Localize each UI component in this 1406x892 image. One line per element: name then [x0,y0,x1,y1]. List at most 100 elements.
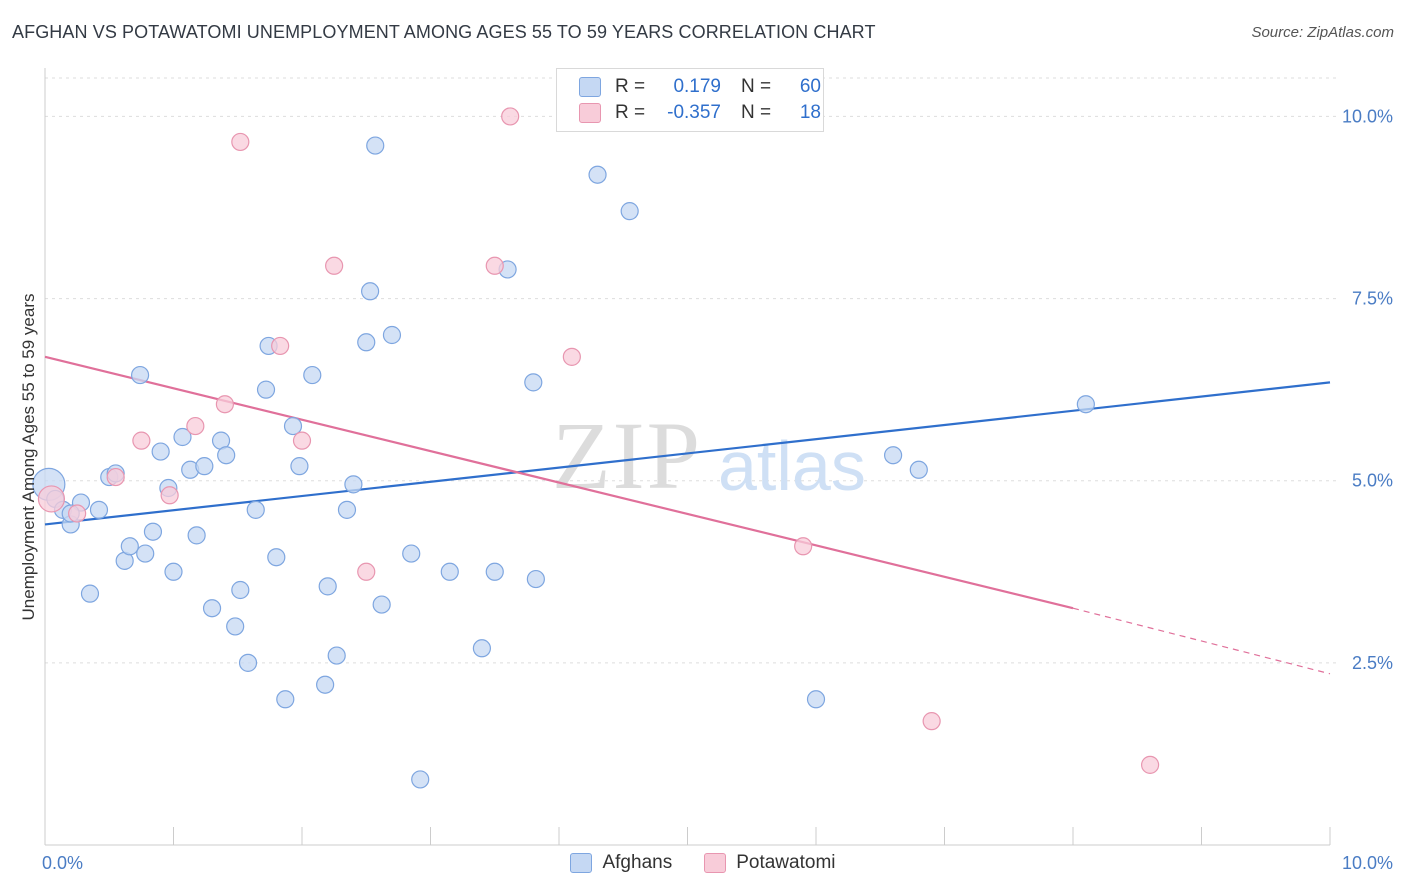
afghan-point-24 [226,617,245,636]
afghan-point-32 [283,416,303,436]
afghan-point-55 [806,690,826,709]
potawatomi-point-11 [485,256,504,275]
potawatomi-point-3 [132,431,151,450]
afghan-point-52 [526,569,545,589]
y-tick-label-0: 2.5% [1352,653,1393,673]
r-label: R = [615,102,646,123]
afghan-point-57 [909,460,928,479]
potawatomi-point-12 [501,107,520,126]
potawatomi-point-6 [215,395,234,414]
n-value: 18 [799,102,821,123]
afghan-point-6 [89,500,109,519]
afghan-point-56 [883,446,903,465]
afghan-point-28 [256,380,276,399]
y-tick-labels: 2.5% 5.0% 7.5% 10.0% [1342,106,1393,672]
afghan-point-11 [130,365,150,385]
afghan-point-27 [246,500,265,519]
potawatomi-point-13 [231,132,250,152]
afghan-point-36 [318,577,337,596]
r-value: 0.179 [673,76,721,97]
afghan-point-26 [238,653,258,672]
afghan-point-37 [327,646,346,665]
afghan-point-33 [290,457,309,476]
n-value: 60 [799,76,821,97]
afghan-point-58 [1076,395,1095,414]
potawatomi-legend-label: Potawatomi [736,852,836,873]
afghan-point-31 [276,690,295,709]
y-tick-label-2: 7.5% [1352,289,1393,309]
potawatomi-trend-extension [1072,607,1331,675]
potawatomi-point-9 [325,256,344,275]
potawatomi-swatch [579,103,601,123]
x-tick-labels: 0.0% 10.0% [42,853,1393,873]
series-legend: Afghans Potawatomi [0,852,1406,874]
n-label: N = [741,76,772,97]
potawatomi-point-10 [357,562,376,581]
x-tick-label-0: 0.0% [42,853,83,873]
potawatomi-point-8 [292,431,312,450]
afghan-point-45 [402,544,421,563]
afghan-point-16 [164,562,183,581]
afghan-point-41 [361,282,380,301]
x-tick-label-1: 10.0% [1342,853,1393,873]
data-points [32,107,1160,789]
potawatomi-point-2 [106,467,125,487]
legend-item-afghans: Afghans [570,852,672,874]
potawatomi-trend-line [44,355,1074,610]
afghans-swatch [579,77,601,97]
stats-legend: R = 0.179 N = 60 R = -0.357 N = 18 [556,68,824,132]
watermark-atlas: atlas [718,427,866,505]
chart-title: AFGHAN VS POTAWATOMI UNEMPLOYMENT AMONG … [12,22,876,42]
afghan-point-46 [411,770,430,789]
potawatomi-point-0 [37,485,66,513]
afghan-point-17 [173,427,192,447]
potawatomi-point-5 [186,416,205,436]
legend-row-potawatomi: R = -0.357 N = 18 [579,101,821,125]
legend-item-potawatomi: Potawatomi [704,852,836,874]
source-credit: Source: ZipAtlas.com [1251,24,1394,41]
afghan-point-47 [440,562,459,581]
axes [44,68,1331,846]
trend-lines [44,355,1331,675]
afghan-point-40 [357,333,376,352]
y-tick-label-1: 5.0% [1352,471,1393,491]
afghan-point-51 [524,373,543,392]
potawatomi-point-1 [68,504,87,523]
potawatomi-point-16 [922,712,941,731]
afghan-point-53 [588,165,607,184]
watermark-zip: ZIP [552,402,702,509]
legend-row-afghans: R = 0.179 N = 60 [579,75,821,99]
afghan-point-19 [187,526,206,545]
gridlines [45,77,1338,664]
afghan-point-5 [80,584,100,603]
afghan-point-54 [620,202,639,221]
potawatomi-legend-swatch [704,853,727,873]
potawatomi-point-7 [271,336,290,356]
afghan-point-48 [472,639,491,658]
afghan-point-44 [382,325,402,345]
afghan-point-42 [366,136,385,155]
afghan-point-14 [151,442,170,461]
afghan-trend-line [44,381,1331,526]
afghan-point-20 [195,457,214,476]
afghan-point-25 [231,580,250,600]
afghan-point-38 [337,500,357,519]
afghan-point-49 [485,562,504,581]
y-tick-label-3: 10.0% [1342,106,1393,126]
r-value: -0.357 [667,102,721,123]
afghan-point-21 [202,599,222,618]
r-label: R = [615,76,646,97]
afghan-point-23 [217,446,236,465]
potawatomi-point-15 [794,537,813,556]
afghan-point-30 [267,548,286,567]
afghan-point-39 [344,475,363,494]
afghan-point-34 [303,365,322,385]
n-label: N = [741,102,772,123]
afghan-point-13 [143,522,163,541]
afghan-point-35 [316,675,335,694]
afghan-point-43 [372,595,391,614]
afghan-point-12 [136,544,155,563]
afghan-point-10 [120,537,139,556]
y-axis-label: Unemployment Among Ages 55 to 59 years [19,294,38,621]
